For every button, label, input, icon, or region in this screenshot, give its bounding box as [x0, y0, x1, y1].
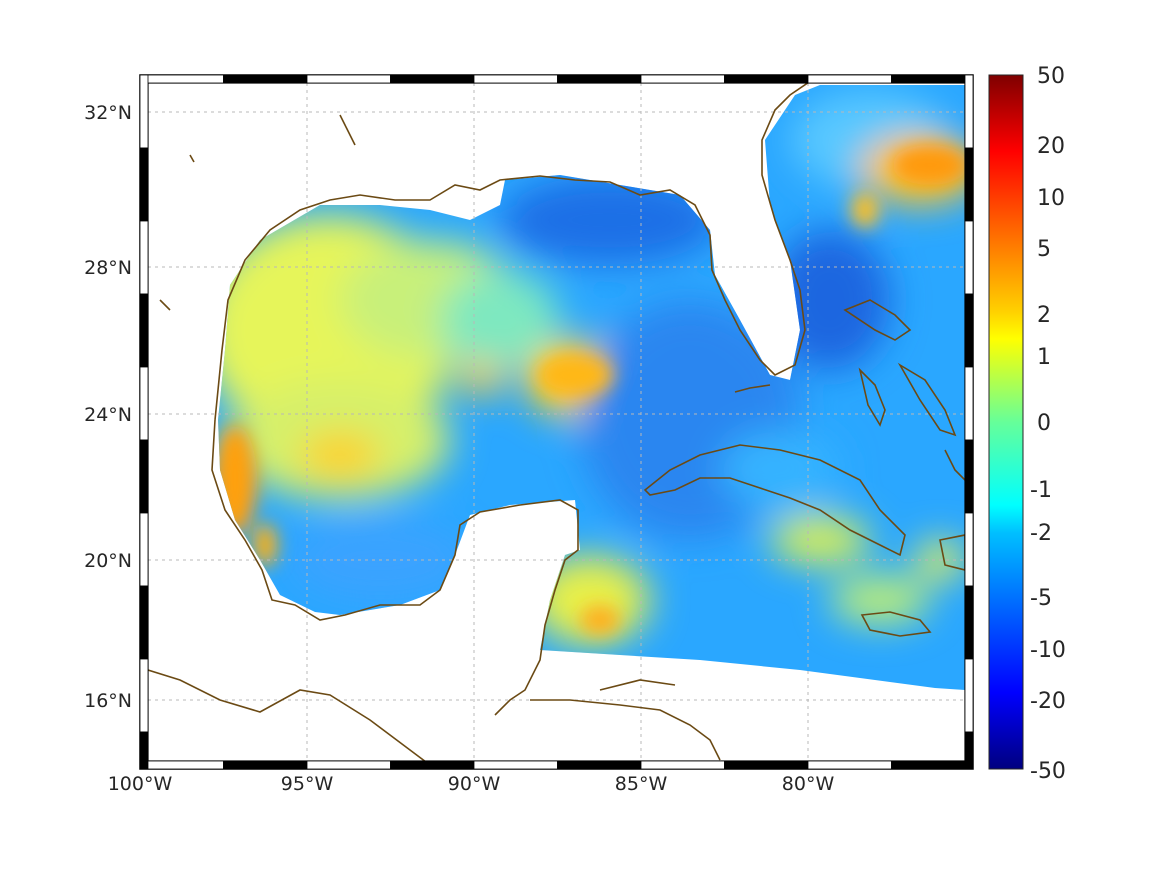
- frame-segment: [807, 74, 892, 84]
- frame-segment: [139, 74, 149, 149]
- x-tick-label: 95°W: [281, 773, 334, 795]
- frame-segment: [724, 74, 809, 84]
- frame-segment: [139, 220, 149, 295]
- frame-segment: [964, 293, 974, 368]
- y-tick-label: 16°N: [84, 690, 132, 712]
- x-tick-label: 100°W: [108, 773, 173, 795]
- frame-segment: [139, 366, 149, 441]
- frame-segment: [640, 74, 725, 84]
- x-tick-label: 80°W: [782, 773, 835, 795]
- y-tick-label: 20°N: [84, 550, 132, 572]
- frame-segment: [964, 439, 974, 514]
- frame-segment: [964, 147, 974, 222]
- frame-segment: [390, 760, 475, 770]
- y-axis-labels: 32°N 28°N 24°N 20°N 16°N: [84, 102, 132, 712]
- frame-segment: [139, 512, 149, 587]
- frame-segment: [139, 293, 149, 368]
- frame-segment: [557, 760, 642, 770]
- x-tick-label: 85°W: [615, 773, 668, 795]
- frame-segment: [807, 760, 892, 770]
- colorbar-label: -2: [1030, 521, 1052, 546]
- anomaly-field: [218, 85, 965, 690]
- frame-segment: [139, 760, 224, 770]
- frame-segment: [964, 366, 974, 441]
- colorbar: 50 20 10 5 2 1 0 -1 -2 -5 -10 -20 -50: [988, 64, 1066, 784]
- colorbar-gradient: [988, 74, 1024, 770]
- map-frame: [139, 74, 974, 770]
- colorbar-label: -1: [1030, 478, 1052, 503]
- frame-segment: [964, 220, 974, 295]
- frame-segment: [964, 658, 974, 733]
- frame-segment: [139, 74, 224, 84]
- frame-segment: [640, 760, 725, 770]
- colorbar-label: -20: [1030, 689, 1066, 714]
- colorbar-label: -50: [1030, 759, 1066, 784]
- colorbar-label: 20: [1037, 134, 1065, 159]
- frame-segment: [891, 74, 974, 84]
- frame-segment: [473, 74, 558, 84]
- y-tick-label: 24°N: [84, 404, 132, 426]
- colorbar-labels: 50 20 10 5 2 1 0 -1 -2 -5 -10 -20 -50: [1030, 64, 1066, 784]
- colorbar-label: 1: [1037, 345, 1051, 370]
- grid-lines: [148, 83, 965, 761]
- frame-segment: [139, 585, 149, 660]
- colorbar-label: 50: [1037, 64, 1065, 89]
- frame-segment: [223, 760, 308, 770]
- colorbar-label: 2: [1037, 303, 1051, 328]
- frame-segment: [964, 731, 974, 770]
- frame-segment: [139, 147, 149, 222]
- frame-segment: [724, 760, 809, 770]
- colorbar-label: 10: [1037, 186, 1065, 211]
- frame-segment: [891, 760, 974, 770]
- x-tick-label: 90°W: [448, 773, 501, 795]
- x-axis-labels: 100°W 95°W 90°W 85°W 80°W: [108, 773, 835, 795]
- frame-segment: [139, 658, 149, 733]
- coastlines: [148, 83, 965, 761]
- frame-segment: [390, 74, 475, 84]
- frame-segment: [557, 74, 642, 84]
- frame-segment: [223, 74, 308, 84]
- frame-segment: [473, 760, 558, 770]
- y-tick-label: 28°N: [84, 257, 132, 279]
- colorbar-label: -5: [1030, 586, 1052, 611]
- frame-segment: [964, 585, 974, 660]
- frame-segment: [964, 512, 974, 587]
- frame-segment: [139, 731, 149, 770]
- y-tick-label: 32°N: [84, 102, 132, 124]
- frame-segment: [964, 74, 974, 149]
- frame-segment: [139, 439, 149, 514]
- colorbar-label: -10: [1030, 638, 1066, 663]
- frame-segment: [306, 74, 391, 84]
- frame-segment: [306, 760, 391, 770]
- colorbar-label: 5: [1037, 237, 1051, 262]
- colorbar-label: 0: [1037, 411, 1051, 436]
